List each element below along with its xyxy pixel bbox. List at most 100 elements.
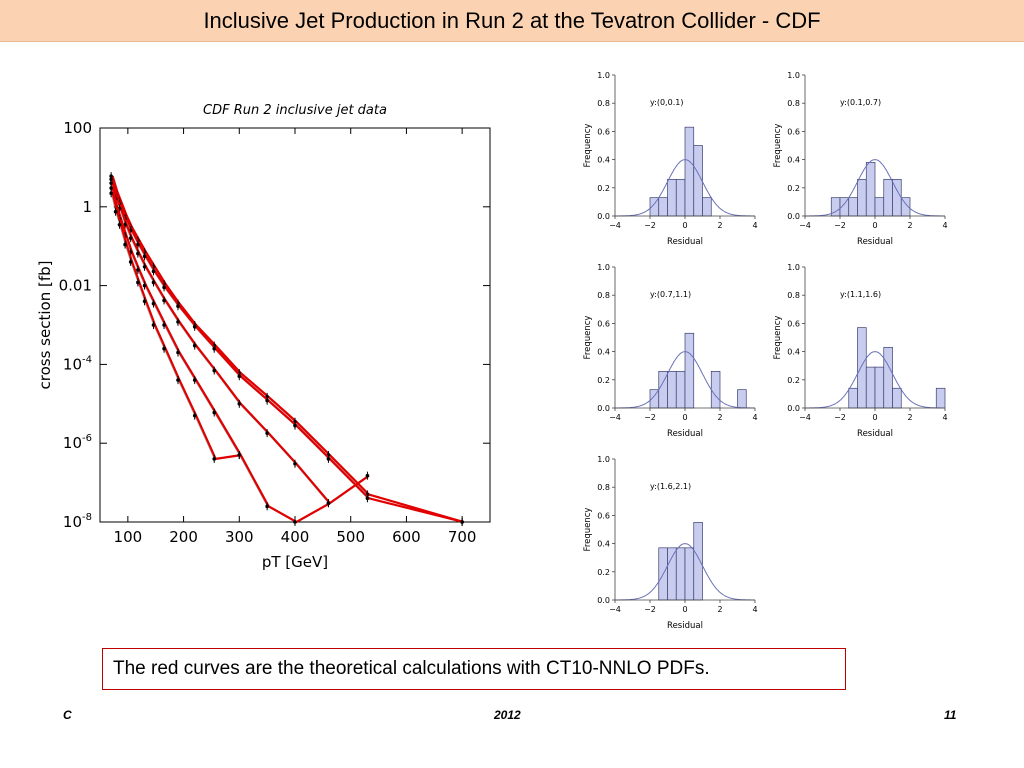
gaussian-fit-curve bbox=[615, 159, 755, 217]
histogram-bar bbox=[693, 145, 703, 217]
theory-curve-3 bbox=[111, 187, 331, 524]
x-tick-label: 0 bbox=[682, 221, 687, 230]
data-point bbox=[212, 346, 217, 351]
histogram-bar bbox=[693, 522, 703, 601]
x-tick-label: −2 bbox=[644, 605, 656, 614]
data-point bbox=[326, 457, 331, 461]
histogram-bar bbox=[684, 126, 695, 217]
data-point bbox=[365, 473, 370, 478]
data-point bbox=[109, 186, 113, 190]
x-tick-label: 2 bbox=[907, 413, 912, 422]
data-point bbox=[176, 304, 180, 309]
data-point bbox=[265, 398, 269, 403]
y-tick-label: 0.4 bbox=[597, 348, 610, 357]
cross-section-chart: CDF Run 2 inclusive jet data 100 200 300 400… bbox=[36, 103, 491, 571]
x-axis-label: Residual bbox=[667, 621, 703, 631]
y-tick-label: 0.6 bbox=[597, 127, 610, 136]
histogram-y-1.6-2.1: −4 −2 0 2 4 0.0 0.2 0.4 0.6 0.8 1.0 y:(1.6,2.1) Resi… bbox=[583, 455, 758, 631]
y-tick-label: 10-8 bbox=[63, 512, 92, 531]
data-point bbox=[142, 265, 147, 269]
histogram-bar bbox=[935, 387, 946, 409]
x-tick-label: 300 bbox=[225, 528, 254, 546]
x-axis-label: Residual bbox=[857, 429, 893, 439]
x-tick-label: 4 bbox=[752, 413, 757, 422]
histogram-bar bbox=[874, 366, 885, 409]
x-tick-label: 2 bbox=[907, 221, 912, 230]
gaussian-fit-curve bbox=[615, 351, 755, 409]
y-tick-label: 0.4 bbox=[597, 540, 610, 549]
data-point bbox=[136, 242, 140, 247]
data-point bbox=[326, 501, 331, 506]
data-point bbox=[265, 504, 269, 509]
y-tick-label: 0.01 bbox=[59, 277, 92, 295]
gaussian-fit-curve bbox=[805, 159, 945, 217]
data-point bbox=[151, 280, 156, 285]
data-point bbox=[176, 350, 180, 355]
x-tick-label: 200 bbox=[169, 528, 198, 546]
data-point bbox=[212, 410, 217, 415]
histogram-title: y:(0.1,0.7) bbox=[840, 98, 881, 107]
data-point bbox=[212, 457, 217, 461]
caption-text: The red curves are the theoretical calcu… bbox=[113, 658, 710, 679]
x-tick-label: 0 bbox=[682, 605, 687, 614]
data-point bbox=[176, 320, 180, 324]
histogram-bar bbox=[874, 197, 885, 217]
histogram-title: y:(0,0.1) bbox=[650, 98, 683, 107]
y-tick-label: 0.0 bbox=[597, 212, 610, 221]
chart-title: CDF Run 2 inclusive jet data bbox=[203, 103, 387, 118]
series-group bbox=[109, 172, 464, 526]
data-point bbox=[192, 378, 197, 382]
y-tick-label: 0.6 bbox=[787, 127, 800, 136]
x-tick-label: 4 bbox=[752, 605, 757, 614]
data-point bbox=[460, 520, 464, 524]
histogram-bar bbox=[865, 162, 876, 217]
data-point bbox=[293, 462, 297, 466]
y-tick-label: 0.8 bbox=[597, 291, 610, 300]
theory-curve-1 bbox=[111, 178, 464, 524]
y-tick-label: 1 bbox=[82, 198, 92, 216]
histogram-bar bbox=[883, 347, 893, 409]
data-point bbox=[192, 413, 197, 418]
x-tick-label: 4 bbox=[942, 221, 947, 230]
x-tick-label: 2 bbox=[717, 605, 722, 614]
y-tick-label: 0.2 bbox=[597, 376, 610, 385]
histogram-bar bbox=[675, 370, 686, 409]
x-tick-label: −4 bbox=[609, 221, 621, 230]
x-axis-label: Residual bbox=[857, 237, 893, 247]
histogram-y-0.7-1.1: −4 −2 0 2 4 0.0 0.2 0.4 0.6 0.8 1.0 y:(0.7,1.1) Resi… bbox=[583, 263, 758, 439]
y-tick-label: 1.0 bbox=[597, 455, 610, 464]
data-point bbox=[117, 222, 122, 227]
data-point bbox=[162, 323, 166, 327]
footer-right: 11 bbox=[944, 708, 957, 722]
x-tick-label: −4 bbox=[609, 413, 621, 422]
data-point bbox=[162, 285, 166, 290]
histogram-bar bbox=[892, 387, 902, 409]
y-tick-label: 0.0 bbox=[597, 404, 610, 413]
x-axis-label: pT [GeV] bbox=[262, 553, 328, 571]
y-axis-label: Frequency bbox=[583, 124, 593, 168]
data-point bbox=[123, 242, 127, 247]
histogram-bar bbox=[710, 370, 721, 409]
data-point bbox=[151, 301, 156, 306]
y-tick-label: 0.2 bbox=[787, 376, 800, 385]
x-tick-label: 400 bbox=[281, 528, 310, 546]
data-point bbox=[293, 423, 297, 428]
y-tick-label: 1.0 bbox=[787, 71, 800, 80]
histogram-bar bbox=[857, 327, 867, 409]
histogram-bar bbox=[857, 178, 867, 217]
histogram-bar bbox=[675, 547, 686, 601]
x-tick-label: 100 bbox=[114, 528, 143, 546]
slide-title: Inclusive Jet Production in Run 2 at the… bbox=[203, 7, 821, 33]
y-tick-label: 10-6 bbox=[63, 433, 92, 452]
data-point bbox=[265, 431, 269, 435]
x-tick-label: −4 bbox=[609, 605, 621, 614]
data-point bbox=[192, 325, 197, 329]
histogram-title: y:(1.1,1.6) bbox=[840, 290, 881, 299]
data-point bbox=[128, 260, 133, 264]
x-tick-label: 0 bbox=[872, 221, 877, 230]
data-point bbox=[162, 346, 166, 351]
y-tick-label: 0.2 bbox=[597, 568, 610, 577]
y-axis-label: Frequency bbox=[773, 316, 783, 360]
y-tick-label: 100 bbox=[63, 119, 92, 137]
x-axis-label: Residual bbox=[667, 429, 703, 439]
